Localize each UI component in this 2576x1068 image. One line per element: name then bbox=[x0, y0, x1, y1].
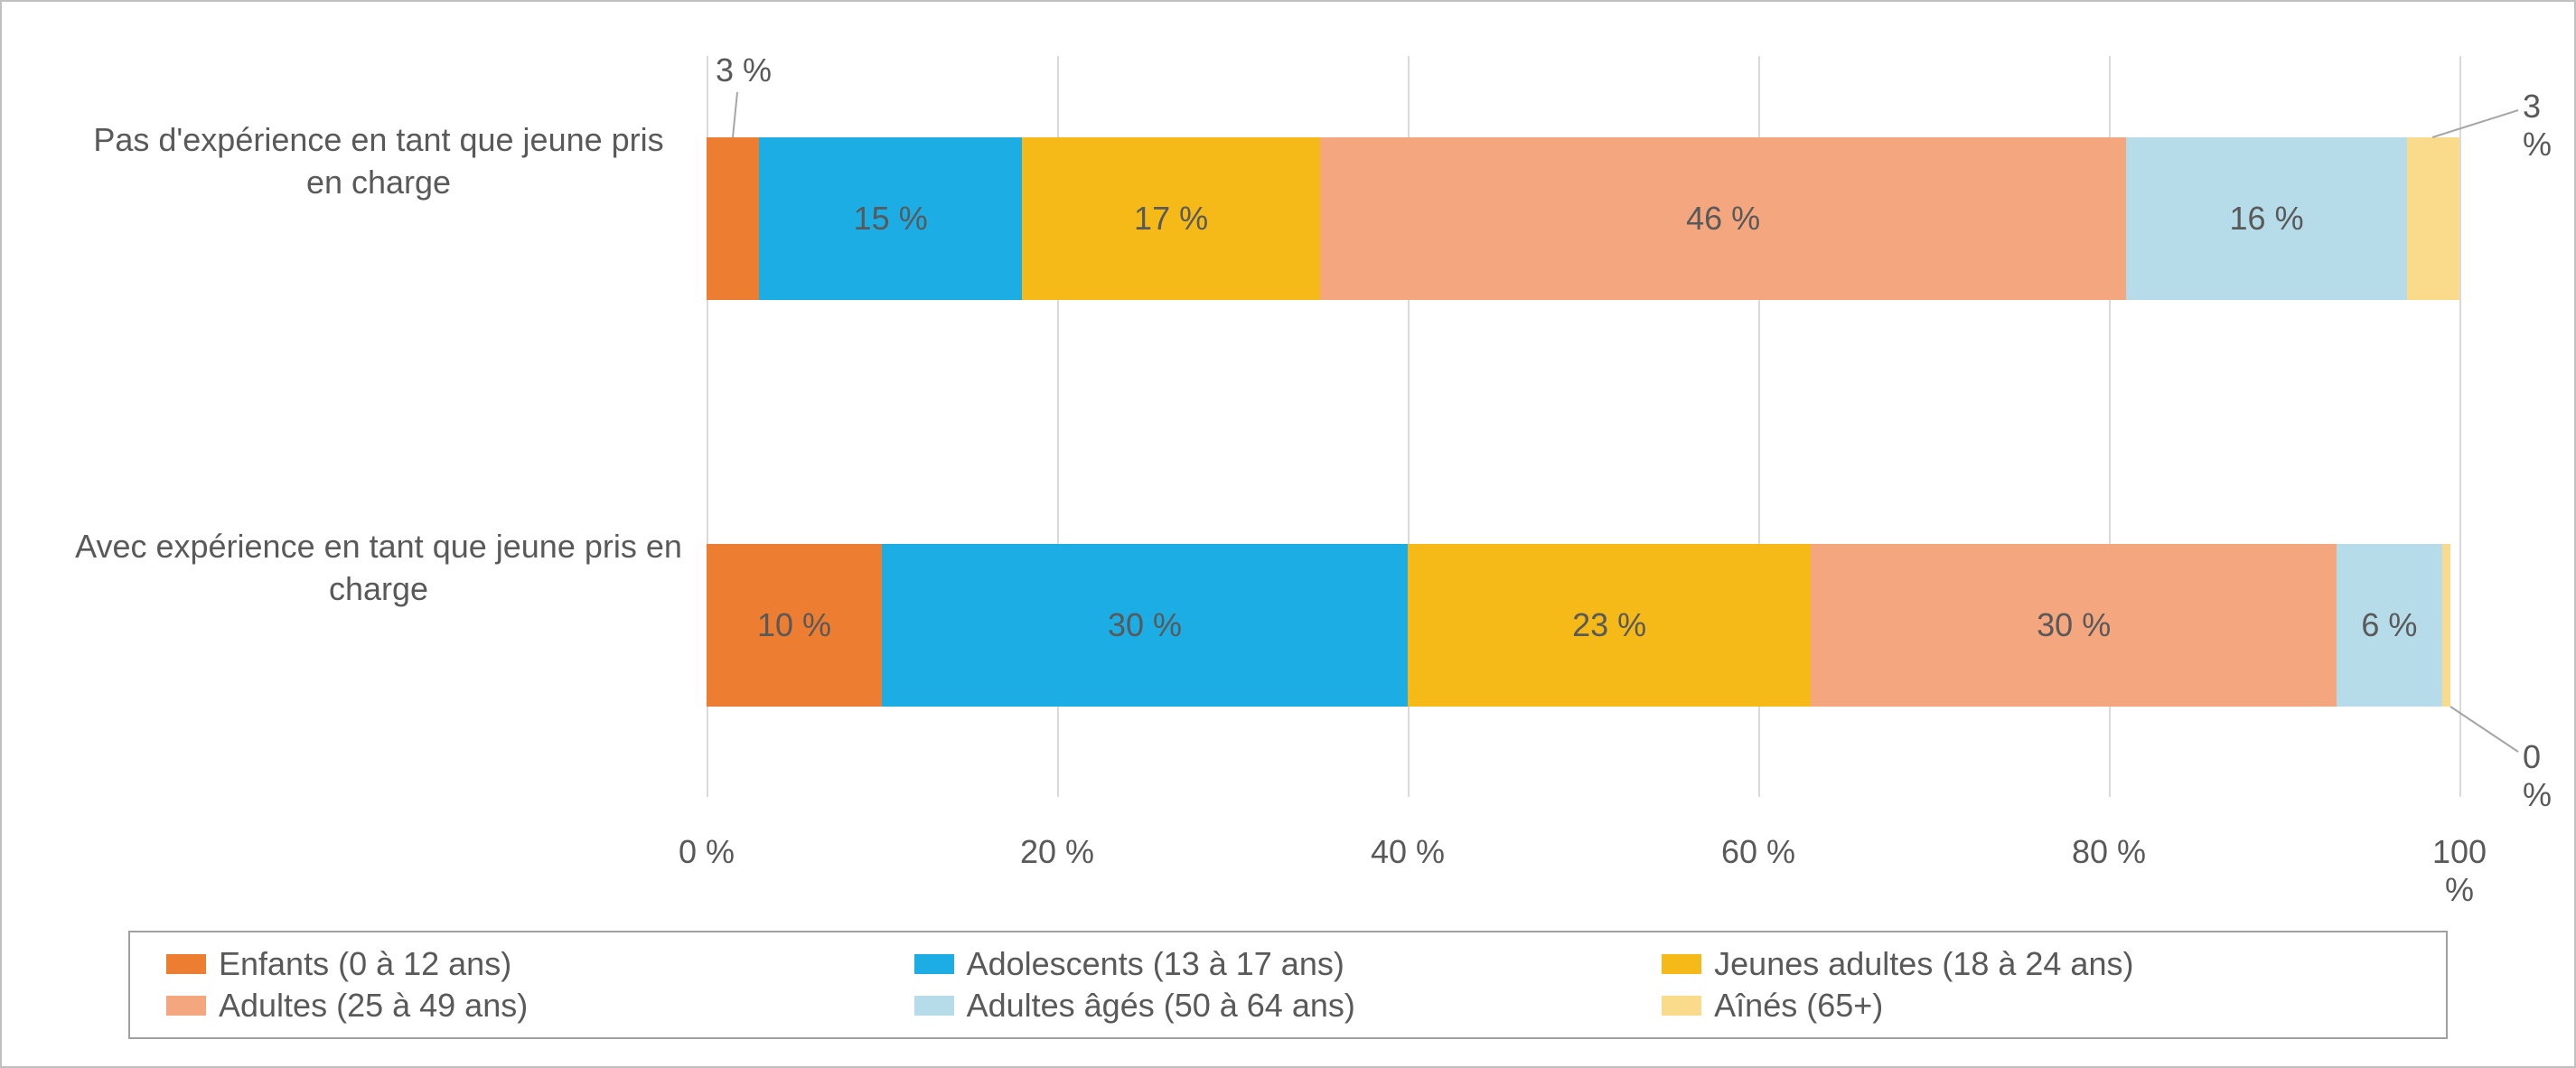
legend-label: Jeunes adultes (18 à 24 ans) bbox=[1714, 945, 2133, 983]
segment-0-2: 17 % bbox=[1022, 137, 1320, 300]
legend-label: Aînés (65+) bbox=[1714, 987, 1883, 1025]
segment-label: 30 % bbox=[2037, 606, 2111, 644]
plot-area: 15 % 17 % 46 % 16 % 10 % 30 % 23 % 30 % … bbox=[707, 56, 2459, 824]
legend-swatch bbox=[914, 954, 954, 974]
x-tick-label: 60 % bbox=[1721, 833, 1795, 871]
x-tick-label: 100 % bbox=[2432, 833, 2487, 909]
legend-label: Enfants (0 à 12 ans) bbox=[219, 945, 511, 983]
legend-item-3: Adultes (25 à 49 ans) bbox=[166, 985, 914, 1026]
callout-label-0-5: 3 % bbox=[2523, 88, 2552, 164]
legend-label: Adolescents (13 à 17 ans) bbox=[967, 945, 1344, 983]
segment-label: 16 % bbox=[2230, 200, 2304, 238]
segment-0-5 bbox=[2407, 137, 2459, 300]
legend-label: Adultes (25 à 49 ans) bbox=[219, 987, 528, 1025]
segment-1-3: 30 % bbox=[1811, 544, 2337, 707]
legend-swatch bbox=[166, 954, 206, 974]
callout-label-1-5: 0 % bbox=[2523, 738, 2552, 814]
bar-row-0: 15 % 17 % 46 % 16 % bbox=[707, 137, 2459, 300]
legend-swatch bbox=[166, 996, 206, 1016]
callout-line bbox=[733, 92, 737, 137]
legend-swatch bbox=[1662, 954, 1701, 974]
segment-0-4: 16 % bbox=[2126, 137, 2406, 300]
legend-swatch bbox=[914, 996, 954, 1016]
segment-1-2: 23 % bbox=[1408, 544, 1811, 707]
legend-item-5: Aînés (65+) bbox=[1662, 985, 2410, 1026]
x-tick-label: 0 % bbox=[679, 833, 735, 871]
chart-container: Pas d'expérience en tant que jeune pris … bbox=[0, 0, 2576, 1068]
segment-1-0: 10 % bbox=[707, 544, 882, 707]
legend-swatch bbox=[1662, 996, 1701, 1016]
segment-1-5 bbox=[2442, 544, 2451, 707]
x-tick-label: 80 % bbox=[2072, 833, 2146, 871]
callout-label-0-0: 3 % bbox=[716, 52, 772, 89]
segment-label: 10 % bbox=[757, 606, 831, 644]
bar-row-1: 10 % 30 % 23 % 30 % 6 % bbox=[707, 544, 2459, 707]
segment-0-1: 15 % bbox=[759, 137, 1022, 300]
x-tick-label: 20 % bbox=[1020, 833, 1094, 871]
segment-label: 17 % bbox=[1134, 200, 1208, 238]
x-tick-label: 40 % bbox=[1371, 833, 1445, 871]
callout-line bbox=[2432, 110, 2518, 137]
gridline bbox=[2459, 56, 2461, 797]
segment-label: 23 % bbox=[1572, 606, 1646, 644]
segment-1-4: 6 % bbox=[2337, 544, 2441, 707]
segment-label: 30 % bbox=[1108, 606, 1182, 644]
category-label-0: Pas d'expérience en tant que jeune pris … bbox=[71, 119, 686, 204]
legend-item-0: Enfants (0 à 12 ans) bbox=[166, 943, 914, 985]
segment-label: 6 % bbox=[2361, 606, 2417, 644]
legend-label: Adultes âgés (50 à 64 ans) bbox=[967, 987, 1355, 1025]
legend-item-2: Jeunes adultes (18 à 24 ans) bbox=[1662, 943, 2410, 985]
segment-label: 15 % bbox=[854, 200, 928, 238]
legend-item-1: Adolescents (13 à 17 ans) bbox=[914, 943, 1663, 985]
category-label-1: Avec expérience en tant que jeune pris e… bbox=[71, 526, 686, 611]
segment-1-1: 30 % bbox=[882, 544, 1408, 707]
legend: Enfants (0 à 12 ans) Adolescents (13 à 1… bbox=[128, 931, 2448, 1039]
segment-label: 46 % bbox=[1686, 200, 1760, 238]
legend-item-4: Adultes âgés (50 à 64 ans) bbox=[914, 985, 1663, 1026]
segment-0-3: 46 % bbox=[1320, 137, 2126, 300]
segment-0-0 bbox=[707, 137, 759, 300]
